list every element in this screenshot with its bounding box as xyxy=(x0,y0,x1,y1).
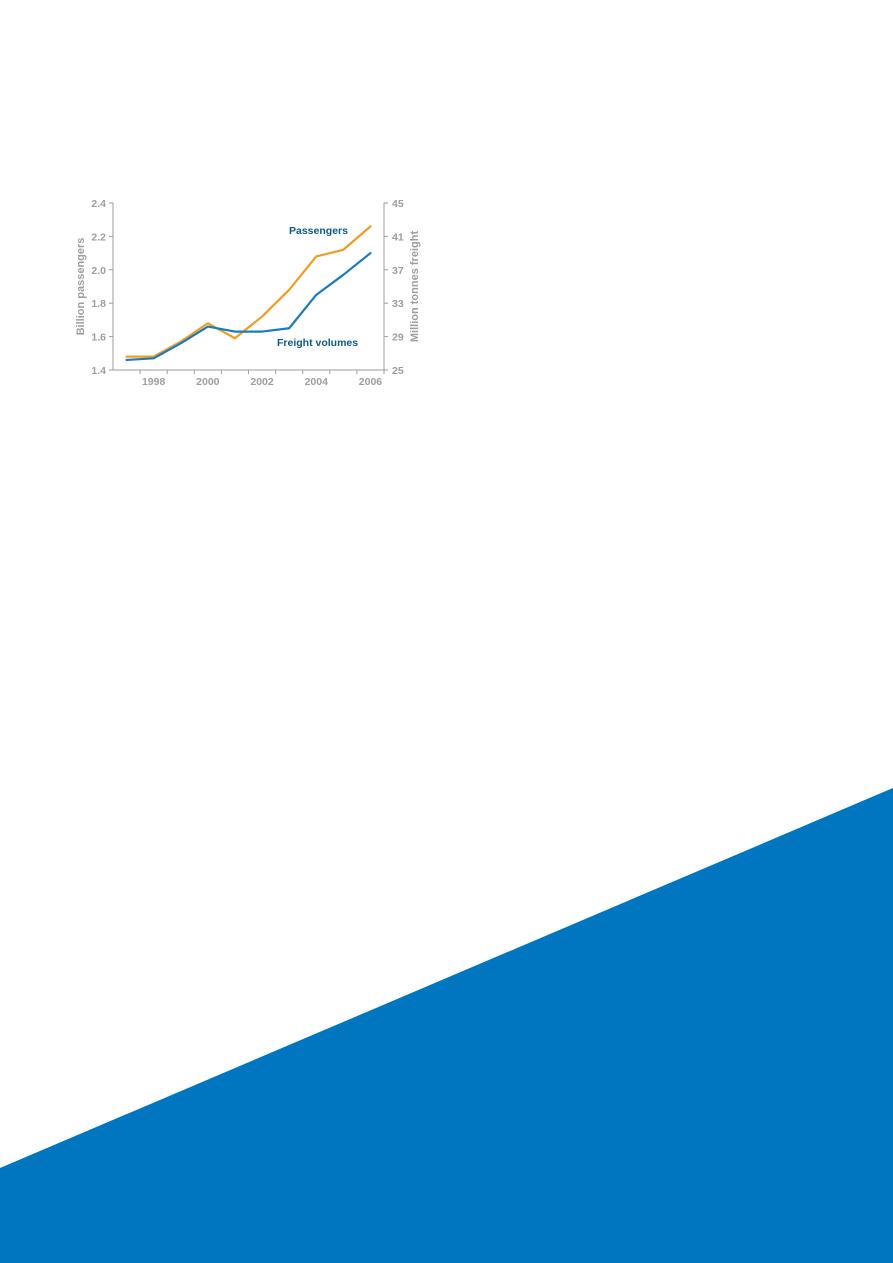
right-axis-title: Million tonnes freight xyxy=(409,231,421,343)
x-tick-label: 2000 xyxy=(196,376,220,388)
right-y-tick-label: 45 xyxy=(392,198,404,210)
series-label-passengers: Passengers xyxy=(289,225,348,237)
blue-diagonal-shape xyxy=(0,788,893,1263)
x-tick-label: 1998 xyxy=(142,376,166,388)
x-tick-label: 2004 xyxy=(305,376,329,388)
right-y-tick-label: 29 xyxy=(392,332,404,344)
left-y-tick-label: 1.8 xyxy=(91,298,106,310)
left-y-tick-label: 2.0 xyxy=(91,265,106,277)
series-line-passengers xyxy=(125,225,372,358)
left-axis-title: Billion passengers xyxy=(75,238,87,336)
series-label-freight-volumes: Freight volumes xyxy=(277,337,358,349)
left-y-tick-label: 1.6 xyxy=(91,332,106,344)
series-line-freight-volumes xyxy=(125,252,372,362)
x-tick-label: 2006 xyxy=(359,376,383,388)
x-tick-label: 2002 xyxy=(250,376,274,388)
right-y-tick-label: 25 xyxy=(392,365,404,377)
left-y-tick-label: 2.4 xyxy=(91,198,106,210)
left-y-tick-label: 2.2 xyxy=(91,231,106,243)
right-y-tick-label: 33 xyxy=(392,298,404,310)
right-y-tick-label: 37 xyxy=(392,265,404,277)
dual-axis-line-chart: 1.4 1.6 1.8 2.0 2.2 2.4 25 29 33 37 41 45 1998 2000 20… xyxy=(75,198,421,388)
right-y-tick-label: 41 xyxy=(392,231,404,243)
left-y-tick-label: 1.4 xyxy=(91,365,106,377)
